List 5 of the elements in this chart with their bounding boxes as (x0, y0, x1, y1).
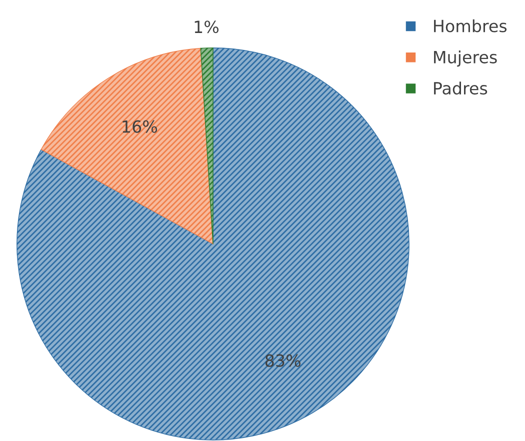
legend-label: Mujeres (434, 50, 497, 67)
legend-label: Padres (434, 82, 488, 95)
data-label: 16% (122, 120, 158, 133)
legend-label: Hombres (434, 19, 507, 32)
data-label: 1% (194, 20, 219, 34)
